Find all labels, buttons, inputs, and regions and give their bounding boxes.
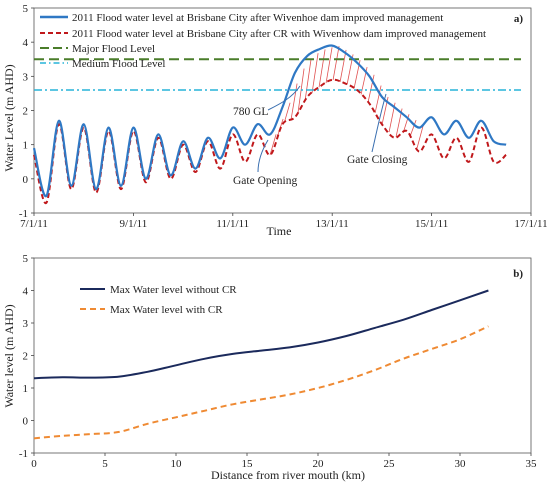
panel-label-a: a) — [514, 13, 524, 25]
y-tick-label-a: 2 — [23, 106, 29, 118]
y-tick-label-a: 5 — [23, 3, 29, 15]
arrow-gate-opening — [257, 139, 269, 173]
x-tick-label-a: 11/1/11 — [216, 218, 249, 230]
hatch-line — [269, 134, 277, 156]
annotation-gate-closing: Gate Closing — [347, 154, 408, 166]
legend-a: 2011 Flood water level at Brisbane City … — [40, 12, 486, 70]
y-tick-label-a: 0 — [23, 174, 29, 186]
annotations-a: 780 GL Gate Opening Gate Closing — [233, 85, 408, 187]
hatch-line — [367, 74, 375, 103]
panel-a: -1 0 1 2 3 4 5 7/1/11 9/1/11 11/1/11 13/1/11 15/1/1… — [2, 3, 548, 238]
legend-b: Max Water level without CR Max Water lev… — [80, 284, 237, 316]
annotation-780gl: 780 GL — [233, 106, 268, 118]
x-tick-label-b: 20 — [313, 458, 325, 470]
hatch-line — [409, 119, 417, 137]
y-tick-label-b: 4 — [23, 286, 29, 298]
legend-label-series-2: 2011 Flood water level at Brisbane City … — [72, 28, 486, 40]
legend-label-medium: Medium Flood Level — [72, 58, 166, 70]
series-line-without-cr — [32, 44, 507, 198]
legend-label-major: Major Flood Level — [72, 43, 155, 55]
hatch-line — [304, 58, 312, 101]
x-axis-label-a: Time — [267, 224, 292, 238]
x-tick-label-b: 15 — [242, 458, 254, 470]
x-axis-label-b: Distance from river mouth (km) — [211, 468, 365, 482]
reference-lines — [34, 58, 521, 91]
y-tick-label-b: 5 — [23, 253, 29, 265]
series-line-with-cr — [33, 78, 507, 204]
x-tick-label-b: 25 — [384, 458, 396, 470]
arrow-780gl — [267, 85, 301, 111]
hatch-line — [318, 49, 326, 88]
y-tick-label-a: -1 — [19, 208, 28, 220]
y-tick-label-a: 1 — [23, 140, 29, 152]
x-tick-label-b: 30 — [455, 458, 467, 470]
hatch-line — [332, 45, 340, 81]
y-tick-label-b: 0 — [23, 416, 29, 428]
panel-label-b: b) — [513, 268, 523, 280]
x-tick-label-a: 15/1/11 — [415, 218, 448, 230]
y-tick-label-b: 3 — [23, 318, 29, 330]
x-tick-label-a: 17/1/11 — [514, 218, 547, 230]
legend-label-without-cr: Max Water level without CR — [110, 284, 237, 296]
series-b — [33, 289, 489, 440]
x-tick-label-b: 5 — [102, 458, 108, 470]
ticks-a: -1 0 1 2 3 4 5 7/1/11 9/1/11 11/1/11 13/1/11 15/1/1… — [19, 3, 548, 230]
hatch-line — [311, 53, 319, 93]
y-axis-label-a: Water Level (m AHD) — [2, 64, 16, 171]
x-tick-label-a: 9/1/11 — [120, 218, 148, 230]
y-tick-label-b: -1 — [19, 448, 28, 460]
series-line-max-without-cr — [33, 289, 489, 380]
legend-label-series-1: 2011 Flood water level at Brisbane City … — [72, 12, 443, 24]
series-a — [32, 44, 507, 204]
y-axis-label-b: Water level (m AHD) — [2, 304, 16, 407]
series-line-max-with-cr — [33, 325, 489, 440]
hatch-line — [416, 125, 424, 149]
hatch-line — [374, 85, 382, 113]
x-tick-label-b: 10 — [171, 458, 183, 470]
y-tick-label-a: 3 — [23, 71, 29, 83]
y-tick-label-a: 4 — [23, 37, 29, 49]
legend-label-with-cr: Max Water level with CR — [110, 304, 223, 316]
hatch-line — [339, 49, 347, 82]
x-tick-label-a: 13/1/11 — [316, 218, 349, 230]
reduction-hatching — [269, 45, 424, 156]
hatch-line — [283, 102, 291, 124]
x-tick-label-a: 7/1/11 — [20, 218, 48, 230]
plot-frame-b — [33, 257, 532, 454]
x-tick-label-b: 35 — [526, 458, 538, 470]
y-tick-label-b: 1 — [23, 383, 29, 395]
annotation-gate-opening: Gate Opening — [233, 175, 297, 187]
x-tick-label-b: 0 — [31, 458, 37, 470]
hatch-line — [325, 47, 333, 84]
arrow-gate-closing — [371, 93, 387, 153]
y-tick-label-b: 2 — [23, 351, 29, 363]
